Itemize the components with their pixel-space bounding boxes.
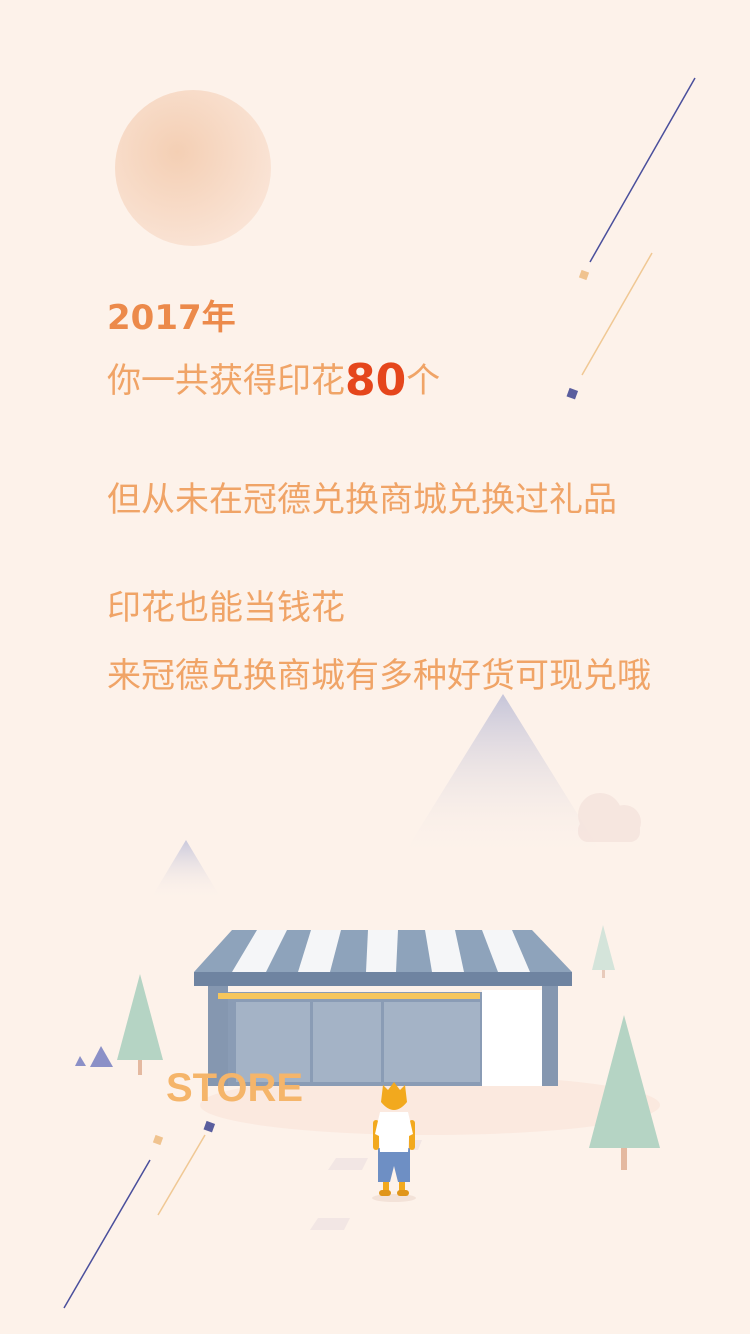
stamps-count: 80 (345, 355, 407, 406)
never-redeemed-line: 但从未在冠德兑换商城兑换过礼品 (107, 480, 617, 520)
deco-triangle-large (90, 1046, 113, 1067)
deco-triangle-small (75, 1056, 86, 1066)
tagline-line-1: 印花也能当钱花 (107, 588, 345, 628)
stamps-prefix: 你一共获得印花 (107, 361, 345, 401)
tagline-line-2: 来冠德兑换商城有多种好货可现兑哦 (107, 656, 651, 696)
deco-line-tan-top (581, 252, 653, 376)
store-sign: STORE (166, 1066, 304, 1110)
deco-diamond-tan-top (578, 269, 590, 281)
year-heading: 2017年 (107, 298, 236, 338)
deco-diamond-tan-bottom (152, 1134, 164, 1146)
store-building (194, 930, 572, 1086)
sun-circle (115, 90, 271, 246)
ground-shadow (200, 1075, 660, 1135)
stamps-suffix: 个 (406, 361, 441, 401)
deco-line-navy-bottom (63, 1159, 151, 1309)
deco-diamond-navy-top (566, 387, 579, 400)
deco-diamond-navy-bottom (203, 1120, 216, 1133)
tree-left (117, 974, 163, 1075)
character-figure (372, 1082, 416, 1202)
deco-line-navy-top (589, 77, 696, 263)
tree-right (589, 1015, 660, 1170)
tree-small (592, 925, 615, 978)
mountain-small (150, 840, 222, 900)
deco-line-tan-bottom (157, 1134, 206, 1216)
stamps-earned-line: 你一共获得印花80个 (107, 352, 441, 406)
mountain-large (400, 694, 606, 860)
cloud (578, 793, 641, 842)
